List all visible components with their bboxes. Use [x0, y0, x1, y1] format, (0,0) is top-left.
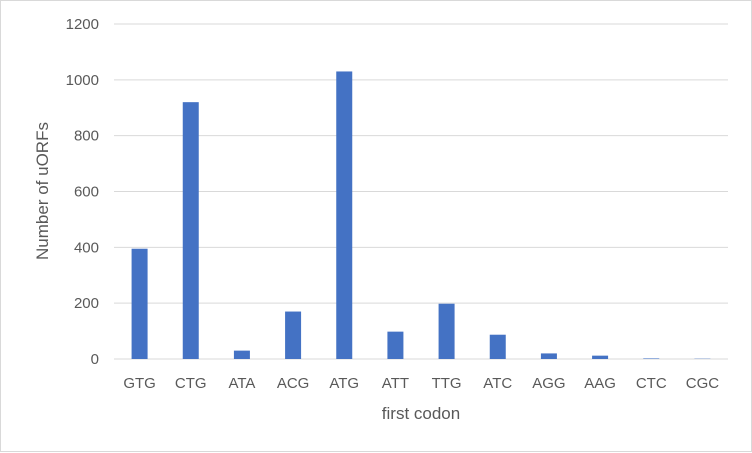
bars: [132, 71, 711, 359]
y-tick-label: 800: [74, 128, 99, 145]
x-tick-label: ACG: [277, 375, 310, 392]
bar-aag: [592, 356, 608, 359]
bar-ata: [234, 351, 250, 359]
y-axis-ticks: 0 200 400 600 800 1000 1200: [66, 16, 99, 368]
y-tick-label: 1200: [66, 16, 99, 33]
x-tick-label: CGC: [686, 375, 720, 392]
bar-gtg: [132, 249, 148, 359]
bar-ctc: [643, 358, 659, 359]
y-tick-label: 600: [74, 184, 99, 201]
y-tick-label: 400: [74, 239, 99, 256]
y-axis-title: Number of uORFs: [33, 122, 52, 260]
x-tick-label: CTC: [636, 375, 667, 392]
x-tick-label: CTG: [175, 375, 207, 392]
x-tick-label: ATA: [228, 375, 255, 392]
y-tick-label: 200: [74, 295, 99, 312]
bar-atg: [336, 71, 352, 359]
bar-agg: [541, 353, 557, 359]
x-axis-title: first codon: [382, 404, 460, 423]
x-tick-label: AAG: [584, 375, 616, 392]
bar-ctg: [183, 102, 199, 359]
x-tick-label: GTG: [123, 375, 156, 392]
bar-ttg: [439, 304, 455, 359]
y-tick-label: 0: [91, 351, 99, 368]
x-tick-label: TTG: [432, 375, 462, 392]
x-axis-ticks: GTG CTG ATA ACG ATG ATT TTG ATC AGG AAG CTC CGC: [123, 375, 719, 392]
x-tick-label: ATT: [382, 375, 409, 392]
bar-att: [387, 332, 403, 359]
bar-atc: [490, 335, 506, 359]
x-tick-label: AGG: [532, 375, 565, 392]
y-tick-label: 1000: [66, 72, 99, 89]
x-tick-label: ATG: [329, 375, 359, 392]
gridlines: [114, 24, 728, 359]
x-tick-label: ATC: [483, 375, 512, 392]
bar-acg: [285, 312, 301, 359]
